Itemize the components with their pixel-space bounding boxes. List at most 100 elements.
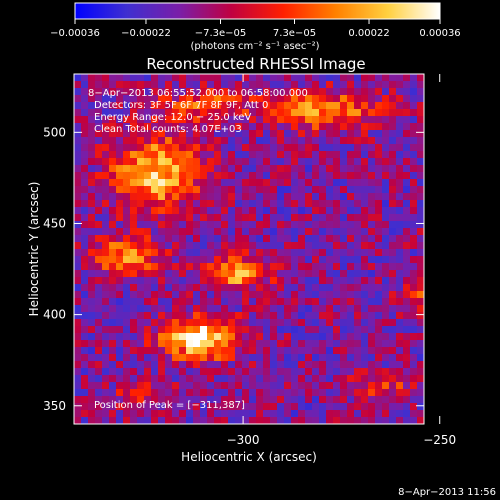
heatmap-cell <box>368 389 376 397</box>
heatmap-cell <box>221 102 229 110</box>
heatmap-cell <box>410 214 418 222</box>
heatmap-cell <box>312 151 320 159</box>
heatmap-cell <box>200 207 208 215</box>
heatmap-cell <box>228 221 236 229</box>
heatmap-cell <box>81 186 89 194</box>
heatmap-cell <box>368 214 376 222</box>
heatmap-cell <box>158 305 166 313</box>
heatmap-cell <box>277 200 285 208</box>
heatmap-cell <box>382 410 390 418</box>
heatmap-cell <box>81 214 89 222</box>
heatmap-cell <box>319 291 327 299</box>
heatmap-cell <box>193 221 201 229</box>
heatmap-cell <box>284 375 292 383</box>
heatmap-cell <box>298 144 306 152</box>
heatmap-cell <box>298 186 306 194</box>
heatmap-cell <box>228 305 236 313</box>
heatmap-cell <box>193 333 201 341</box>
heatmap-cell <box>340 102 348 110</box>
heatmap-cell <box>116 228 124 236</box>
heatmap-cell <box>249 347 257 355</box>
heatmap-cell <box>375 242 383 250</box>
heatmap-cell <box>368 102 376 110</box>
heatmap-cell <box>291 312 299 320</box>
heatmap-cell <box>144 375 152 383</box>
heatmap-cell <box>410 277 418 285</box>
heatmap-cell <box>242 270 250 278</box>
heatmap-cell <box>193 312 201 320</box>
heatmap-cell <box>319 319 327 327</box>
heatmap-cell <box>319 298 327 306</box>
heatmap-cell <box>137 249 145 257</box>
heatmap-cell <box>410 137 418 145</box>
heatmap-cell <box>193 172 201 180</box>
heatmap-cell <box>144 102 152 110</box>
heatmap-cell <box>200 375 208 383</box>
heatmap-cell <box>326 305 334 313</box>
heatmap-cell <box>417 74 425 82</box>
heatmap-cell <box>123 235 131 243</box>
heatmap-cell <box>179 123 187 131</box>
heatmap-cell <box>88 277 96 285</box>
heatmap-cell <box>81 235 89 243</box>
heatmap-cell <box>172 172 180 180</box>
heatmap-cell <box>389 263 397 271</box>
heatmap-cell <box>417 319 425 327</box>
heatmap-cell <box>186 354 194 362</box>
heatmap-cell <box>417 165 425 173</box>
heatmap-cell <box>319 354 327 362</box>
heatmap-cell <box>389 305 397 313</box>
heatmap-cell <box>312 410 320 418</box>
heatmap-cell <box>256 256 264 264</box>
heatmap-cell <box>116 144 124 152</box>
heatmap-cell <box>361 333 369 341</box>
heatmap-cell <box>123 81 131 89</box>
heatmap-cell <box>417 137 425 145</box>
heatmap-cell <box>144 249 152 257</box>
heatmap-cell <box>382 403 390 411</box>
heatmap-cell <box>158 368 166 376</box>
heatmap-cell <box>200 277 208 285</box>
heatmap-cell <box>221 382 229 390</box>
heatmap-cell <box>200 410 208 418</box>
heatmap-cell <box>417 305 425 313</box>
heatmap-cell <box>179 179 187 187</box>
heatmap-cell <box>249 361 257 369</box>
heatmap-cell <box>270 382 278 390</box>
heatmap-cell <box>116 354 124 362</box>
heatmap-cell <box>179 305 187 313</box>
heatmap-cell <box>333 270 341 278</box>
heatmap-cell <box>109 354 117 362</box>
heatmap-cell <box>277 158 285 166</box>
heatmap-cell <box>368 74 376 82</box>
heatmap-cell <box>361 88 369 96</box>
heatmap-cell <box>347 151 355 159</box>
heatmap-cell <box>263 403 271 411</box>
heatmap-cell <box>74 249 82 257</box>
heatmap-cell <box>326 214 334 222</box>
heatmap-cell <box>228 333 236 341</box>
heatmap-cell <box>116 74 124 82</box>
heatmap-cell <box>228 144 236 152</box>
heatmap-cell <box>193 403 201 411</box>
heatmap-cell <box>396 179 404 187</box>
heatmap-cell <box>319 249 327 257</box>
heatmap-cell <box>81 305 89 313</box>
heatmap-cell <box>256 277 264 285</box>
heatmap-cell <box>200 186 208 194</box>
heatmap-cell <box>375 186 383 194</box>
heatmap-cell <box>382 389 390 397</box>
heatmap-cell <box>207 389 215 397</box>
heatmap-cell <box>249 235 257 243</box>
heatmap-cell <box>88 368 96 376</box>
heatmap-cell <box>270 137 278 145</box>
heatmap-cell <box>368 179 376 187</box>
heatmap-cell <box>200 179 208 187</box>
heatmap-cell <box>284 291 292 299</box>
heatmap-cell <box>137 109 145 117</box>
heatmap-cell <box>221 340 229 348</box>
heatmap-cell <box>74 144 82 152</box>
heatmap-cell <box>382 298 390 306</box>
heatmap-cell <box>151 256 159 264</box>
heatmap-cell <box>340 228 348 236</box>
